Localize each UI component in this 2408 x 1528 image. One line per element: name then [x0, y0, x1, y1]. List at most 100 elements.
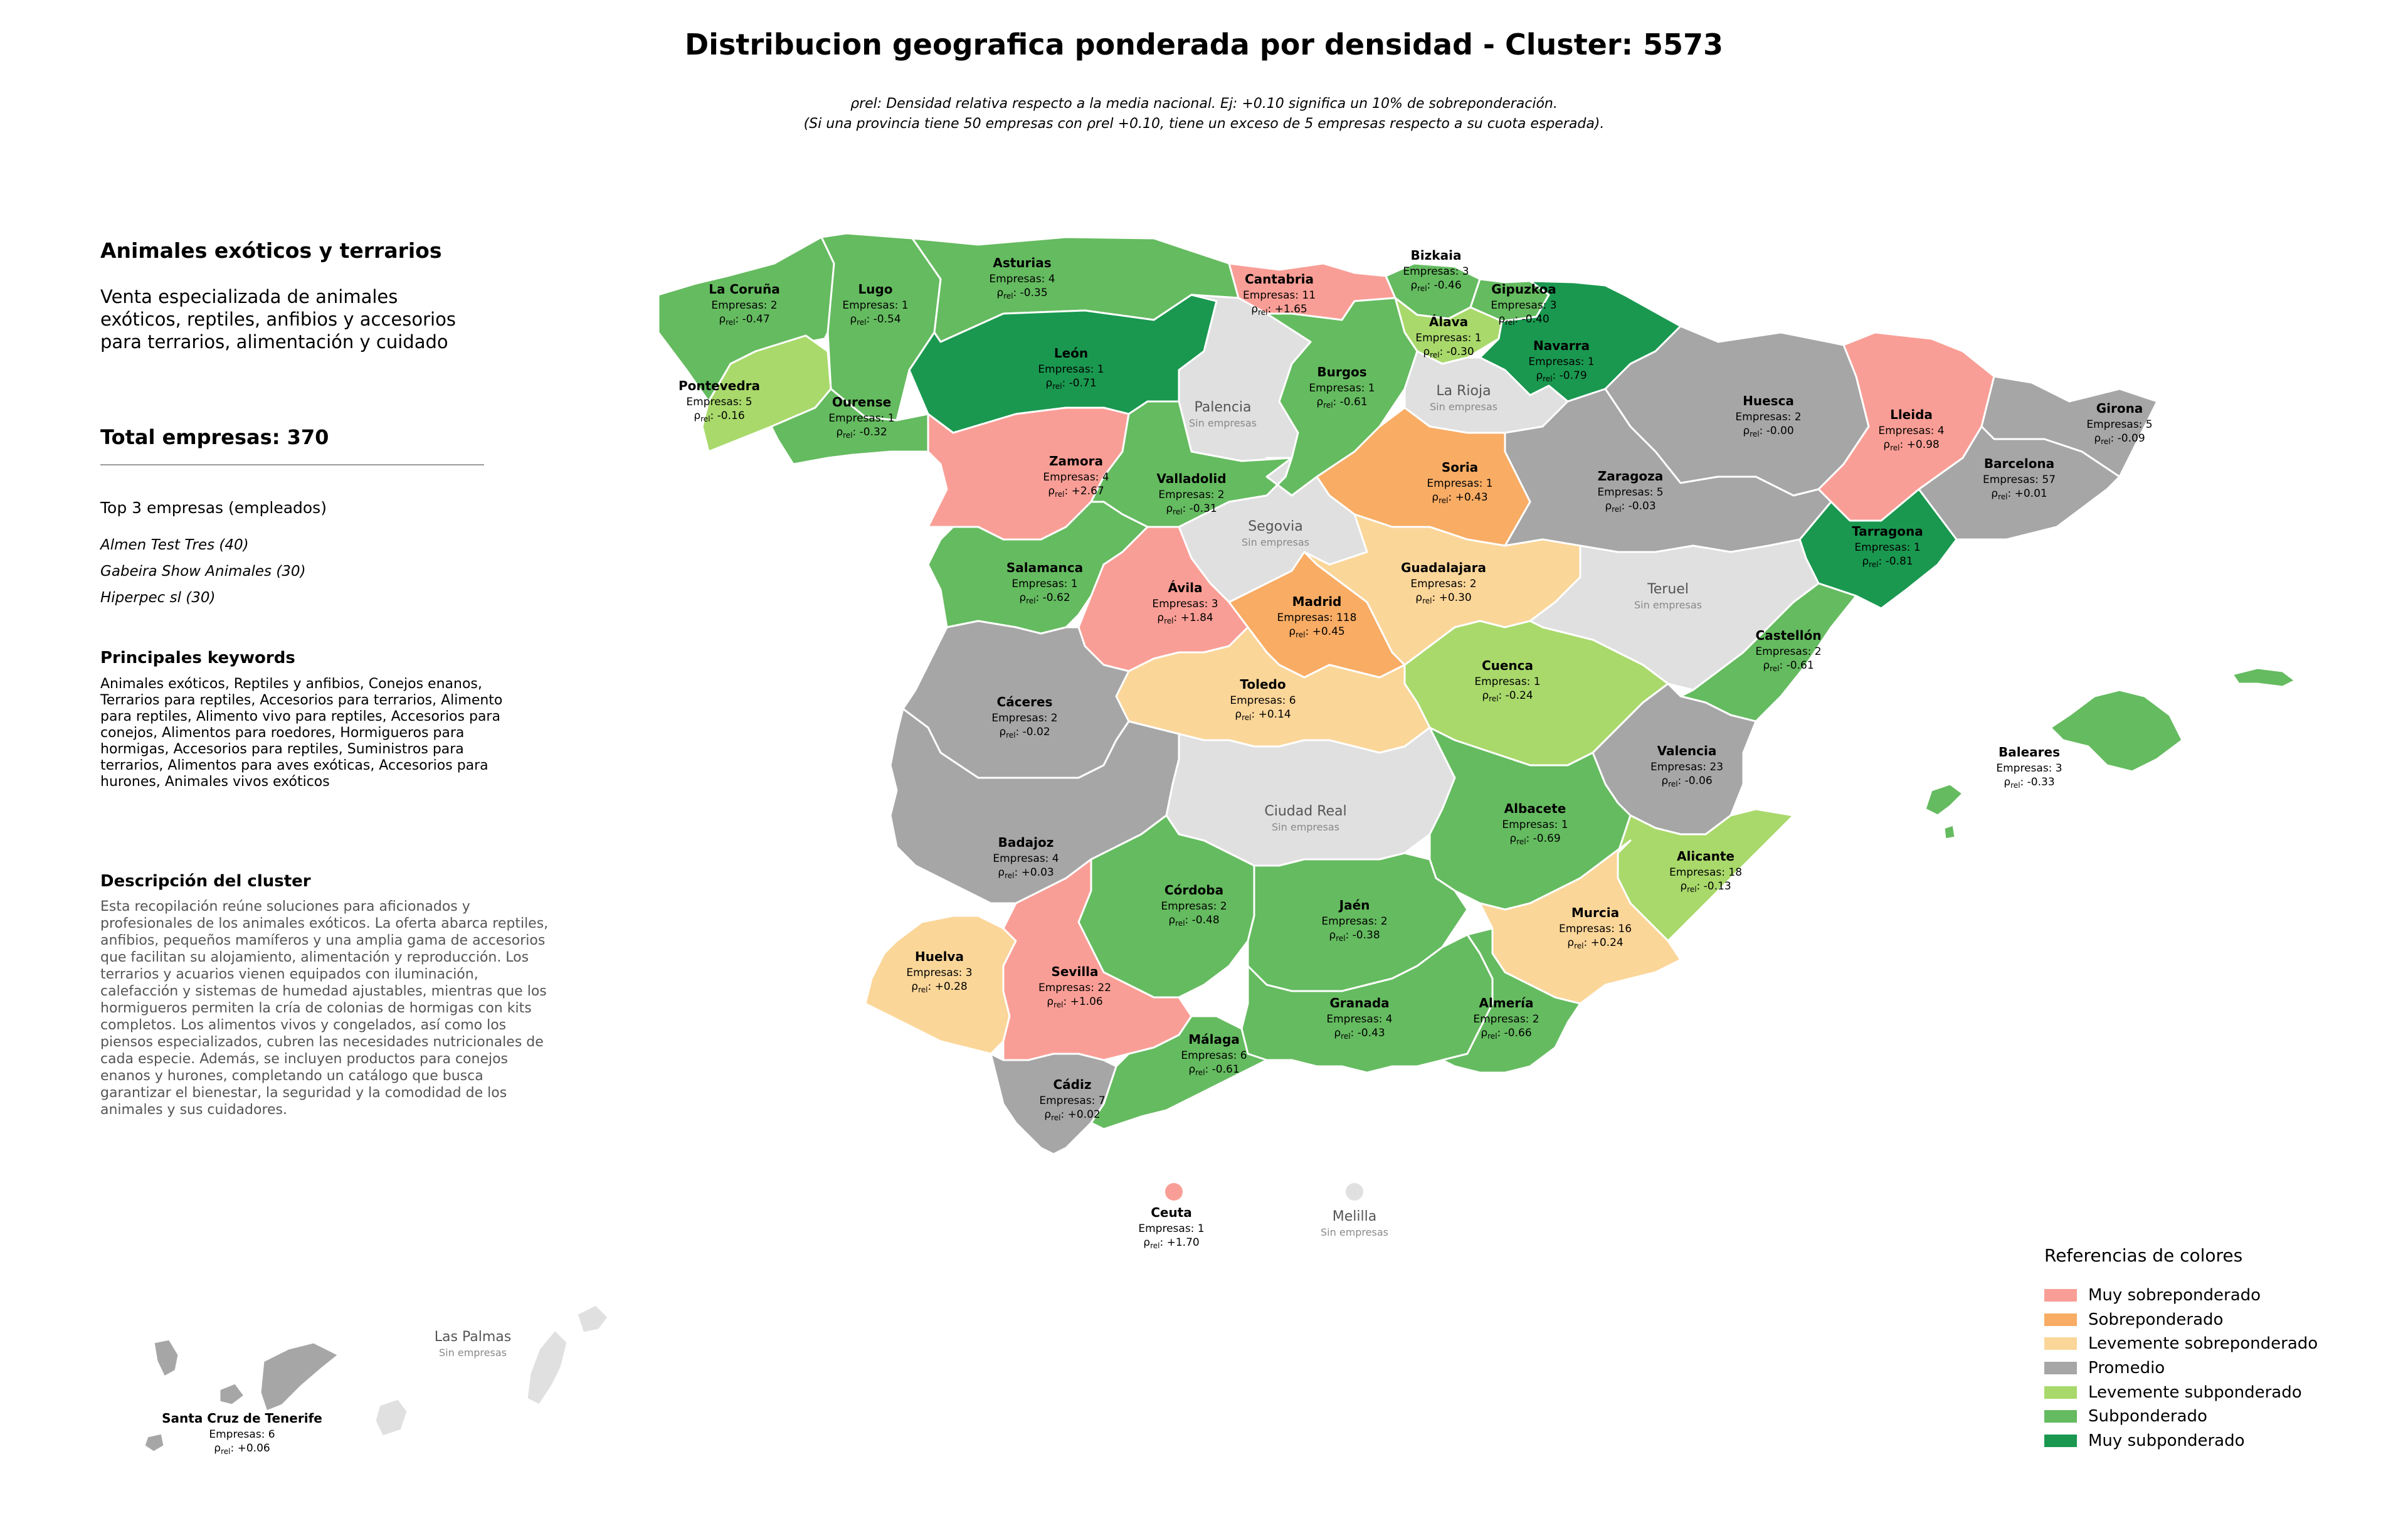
legend-item-sobreponderado: Sobreponderado — [2044, 1308, 2395, 1332]
rho-value-baleares: ρrel: -0.33 — [2004, 776, 2054, 790]
no-data-label-segovia: Sin empresas — [1242, 536, 1309, 548]
companies-count-asturias: Empresas: 4 — [989, 273, 1055, 285]
province-las-palmas-part — [576, 1303, 610, 1334]
province-name-valladolid: Valladolid — [1156, 471, 1226, 486]
rho-value-soria: ρrel: +0.43 — [1432, 491, 1487, 505]
province-name-guadalajara: Guadalajara — [1401, 560, 1486, 575]
companies-count-guadalajara: Empresas: 2 — [1410, 578, 1476, 590]
province-name-gipuzkoa: Gipuzkoa — [1491, 282, 1556, 297]
companies-count-navarra: Empresas: 1 — [1528, 356, 1594, 368]
province-name-huesca: Huesca — [1743, 393, 1794, 408]
rho-value-bizkaia: ρrel: -0.46 — [1410, 279, 1461, 293]
province-name-palencia: Palencia — [1194, 400, 1251, 415]
province-name-la-coruna: La Coruña — [709, 282, 779, 297]
companies-count-madrid: Empresas: 118 — [1277, 612, 1357, 624]
no-data-label-teruel: Sin empresas — [1634, 599, 1702, 611]
companies-count-sevilla: Empresas: 22 — [1038, 982, 1111, 994]
province-almeria — [1441, 927, 1582, 1074]
rho-value-zaragoza: ρrel: -0.03 — [1605, 500, 1656, 514]
rho-value-barcelona: ρrel: +0.01 — [1991, 487, 2047, 501]
province-santa-cruz-de-tenerife-part — [143, 1432, 166, 1453]
province-name-alava: Álava — [1429, 314, 1468, 329]
no-data-label-ciudad-real: Sin empresas — [1272, 821, 1339, 833]
province-name-madrid: Madrid — [1292, 594, 1342, 609]
companies-count-soria: Empresas: 1 — [1427, 477, 1492, 490]
companies-count-salamanca: Empresas: 1 — [1011, 578, 1077, 590]
legend-label: Promedio — [2088, 1359, 2165, 1378]
province-name-santa-cruz-de-tenerife: Santa Cruz de Tenerife — [162, 1411, 322, 1426]
companies-count-baleares: Empresas: 3 — [1996, 762, 2062, 775]
density-note-line-1: ρrel: Densidad relativa respecto a la me… — [850, 96, 1558, 112]
province-name-lugo: Lugo — [858, 282, 892, 297]
companies-count-valladolid: Empresas: 2 — [1158, 489, 1224, 501]
companies-count-valencia: Empresas: 23 — [1650, 761, 1723, 773]
province-name-ciudad-real: Ciudad Real — [1264, 804, 1346, 819]
rho-value-la-coruna: ρrel: -0.47 — [719, 313, 769, 327]
province-lugo — [820, 232, 942, 422]
legend-swatch — [2044, 1410, 2077, 1423]
province-shapes — [143, 232, 2296, 1453]
province-santa-cruz-de-tenerife-part — [218, 1382, 246, 1406]
companies-count-murcia: Empresas: 16 — [1559, 923, 1632, 935]
legend-label: Levemente sobreponderado — [2088, 1334, 2318, 1354]
density-note-line-2: (Si una provincia tiene 50 empresas con … — [803, 116, 1605, 132]
color-legend: Referencias de colores Muy sobreponderad… — [2044, 1245, 2395, 1453]
province-name-valencia: Valencia — [1657, 743, 1717, 758]
legend-swatch — [2044, 1313, 2077, 1326]
rho-value-tarragona: ρrel: -0.81 — [1862, 555, 1913, 569]
legend-item-promedio: Promedio — [2044, 1356, 2395, 1381]
legend-item-subponderado: Subponderado — [2044, 1404, 2395, 1429]
companies-count-cantabria: Empresas: 11 — [1243, 289, 1316, 302]
companies-count-la-coruna: Empresas: 2 — [711, 299, 777, 312]
province-name-toledo: Toledo — [1240, 677, 1286, 692]
companies-count-almeria: Empresas: 2 — [1473, 1013, 1539, 1026]
legend-label: Muy sobreponderado — [2088, 1286, 2261, 1305]
province-name-soria: Soria — [1442, 460, 1478, 475]
rho-value-sevilla: ρrel: +1.06 — [1047, 995, 1102, 1009]
province-name-tarragona: Tarragona — [1852, 524, 1923, 539]
province-las-palmas — [374, 1398, 409, 1438]
companies-count-bizkaia: Empresas: 3 — [1403, 265, 1469, 278]
rho-value-pontevedra: ρrel: -0.16 — [694, 410, 744, 423]
province-baleares-part — [1943, 824, 1956, 841]
companies-count-alava: Empresas: 1 — [1415, 332, 1481, 344]
province-santa-cruz-de-tenerife — [259, 1341, 340, 1413]
companies-count-girona: Empresas: 5 — [2086, 418, 2152, 431]
province-name-caceres: Cáceres — [997, 694, 1053, 709]
description-text: Esta recopilación reúne soluciones para … — [100, 899, 549, 1118]
companies-count-huelva: Empresas: 3 — [906, 967, 972, 979]
rho-value-asturias: ρrel: -0.35 — [996, 287, 1047, 300]
companies-count-cuenca: Empresas: 1 — [1474, 676, 1540, 688]
rho-value-lugo: ρrel: -0.54 — [850, 313, 900, 327]
province-name-badajoz: Badajoz — [998, 835, 1054, 850]
rho-value-huesca: ρrel: -0.00 — [1743, 425, 1793, 438]
companies-count-granada: Empresas: 4 — [1326, 1013, 1392, 1026]
legend-item-muy-subponderado: Muy subponderado — [2044, 1429, 2395, 1453]
companies-count-malaga: Empresas: 6 — [1181, 1049, 1247, 1062]
companies-count-avila: Empresas: 3 — [1152, 598, 1218, 610]
rho-value-valencia: ρrel: -0.06 — [1661, 775, 1712, 788]
cluster-subtitle: Venta especializada de animales exóticos… — [100, 286, 456, 353]
rho-value-avila: ρrel: +1.84 — [1157, 612, 1213, 625]
rho-value-zamora: ρrel: +2.67 — [1048, 485, 1104, 499]
companies-count-alicante: Empresas: 18 — [1669, 866, 1742, 879]
province-castellon — [1679, 582, 1857, 723]
legend-swatch — [2044, 1362, 2077, 1375]
rho-value-albacete: ρrel: -0.69 — [1509, 832, 1560, 846]
province-name-cordoba: Córdoba — [1164, 883, 1223, 898]
province-name-asturias: Asturias — [993, 255, 1051, 270]
top-companies-list: Almen Test Tres (40) Gabeira Show Animal… — [100, 532, 564, 611]
rho-value-murcia: ρrel: +0.24 — [1567, 936, 1623, 950]
legend-label: Subponderado — [2088, 1407, 2207, 1426]
total-companies: Total empresas: 370 — [100, 425, 329, 449]
rho-value-salamanca: ρrel: -0.62 — [1019, 592, 1070, 605]
province-name-burgos: Burgos — [1317, 364, 1366, 379]
top-company-item: Gabeira Show Animales (30) — [100, 563, 306, 580]
rho-value-almeria: ρrel: -0.66 — [1481, 1027, 1531, 1041]
province-name-melilla: Melilla — [1333, 1209, 1376, 1224]
province-ceuta-marker — [1165, 1183, 1183, 1201]
province-baleares-part — [2231, 667, 2296, 688]
province-name-granada: Granada — [1329, 995, 1389, 1011]
